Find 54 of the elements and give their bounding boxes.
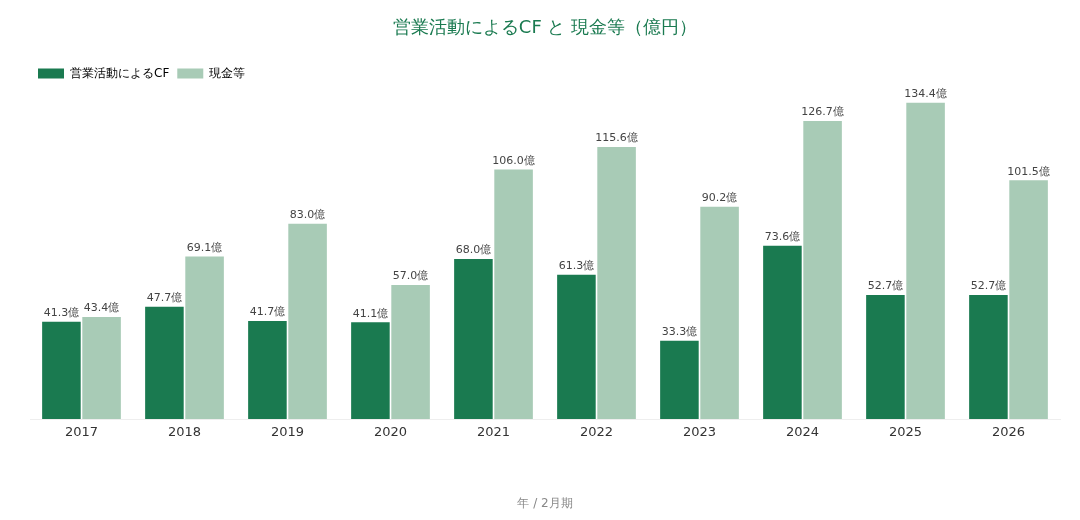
bar [248, 320, 287, 419]
x-tick-label: 2020 [373, 424, 408, 440]
bar [288, 223, 327, 419]
data-label: 61.3億 [558, 259, 595, 273]
bar [803, 120, 842, 419]
x-tick-label: 2018 [167, 424, 202, 440]
legend-label: 営業活動によるCF [70, 65, 170, 80]
data-label: 115.6億 [595, 131, 638, 145]
data-label: 52.7億 [867, 279, 904, 293]
chart-title: 営業活動によるCF と 現金等（億円） [392, 16, 698, 38]
data-label: 69.1億 [186, 240, 223, 254]
bar [351, 322, 390, 419]
x-tick-label: 2023 [682, 424, 717, 440]
bar [763, 245, 802, 419]
data-label: 106.0億 [492, 153, 535, 167]
bar [969, 295, 1008, 419]
bar [145, 306, 184, 419]
bar [906, 102, 945, 419]
data-label: 101.5億 [1007, 164, 1050, 178]
bar [494, 169, 533, 419]
data-label: 41.3億 [43, 306, 80, 320]
bar [1009, 180, 1048, 419]
bar [42, 321, 81, 419]
bar [597, 147, 636, 419]
data-label: 90.2億 [701, 191, 738, 205]
x-tick-label: 2025 [888, 424, 923, 440]
data-label: 47.7億 [146, 291, 183, 305]
data-label: 73.6億 [764, 230, 801, 244]
x-tick-label: 2021 [476, 424, 511, 440]
x-tick-label: 2024 [785, 424, 820, 440]
data-label: 52.7億 [970, 279, 1007, 293]
bar [82, 316, 121, 419]
data-label: 43.4億 [83, 301, 120, 315]
data-label: 41.1億 [352, 306, 389, 320]
data-label: 41.7億 [249, 305, 286, 319]
bar [700, 206, 739, 419]
x-tick-label: 2026 [991, 424, 1026, 440]
data-label: 33.3億 [661, 325, 698, 339]
x-tick-label: 2019 [270, 424, 305, 440]
bar [185, 256, 224, 419]
bar [454, 259, 493, 419]
data-label: 57.0億 [392, 269, 429, 283]
x-tick-label: 2022 [579, 424, 614, 440]
legend-label: 現金等 [209, 65, 246, 80]
data-label: 83.0億 [289, 208, 326, 222]
bar [866, 295, 905, 419]
data-label: 126.7億 [801, 105, 844, 119]
x-tick-label: 2017 [64, 424, 99, 440]
data-label: 134.4億 [904, 87, 947, 101]
bar [391, 284, 430, 419]
bar [660, 340, 699, 419]
bar [557, 274, 596, 419]
x-axis-title: 年 / 2月期 [517, 495, 573, 510]
data-label: 68.0億 [455, 243, 492, 257]
